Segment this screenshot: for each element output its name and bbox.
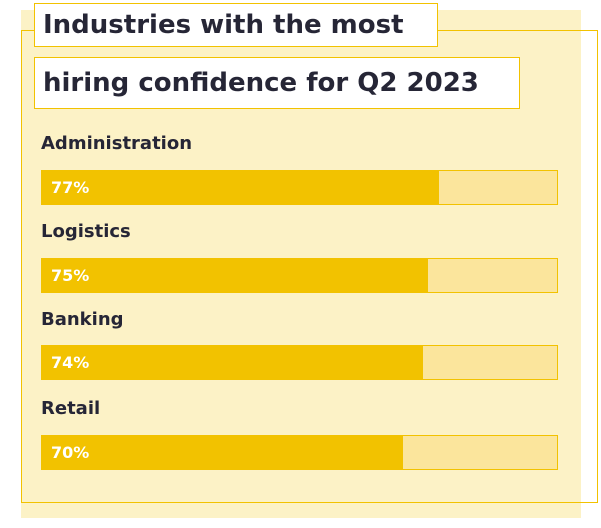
chart-title-line-2: hiring confidence for Q2 2023: [34, 57, 520, 109]
bar-banking: [42, 346, 423, 379]
category-label-administration: Administration: [41, 133, 193, 154]
bar-administration: [42, 171, 439, 204]
chart-title-line-1: Industries with the most: [34, 3, 438, 47]
bar-track-retail: 70%: [41, 435, 558, 470]
chart-title-text-1: Industries with the most: [43, 10, 404, 40]
category-label-banking: Banking: [41, 309, 124, 330]
bar-logistics: [42, 259, 428, 292]
bar-retail: [42, 436, 403, 469]
category-label-retail: Retail: [41, 398, 101, 419]
value-label-banking: 74%: [51, 353, 90, 372]
bar-track-banking: 74%: [41, 345, 558, 380]
bar-track-logistics: 75%: [41, 258, 558, 293]
value-label-administration: 77%: [51, 178, 90, 197]
category-label-logistics: Logistics: [41, 221, 131, 242]
bar-track-administration: 77%: [41, 170, 558, 205]
value-label-logistics: 75%: [51, 266, 90, 285]
value-label-retail: 70%: [51, 443, 90, 462]
chart-title-text-2: hiring confidence for Q2 2023: [43, 68, 479, 98]
